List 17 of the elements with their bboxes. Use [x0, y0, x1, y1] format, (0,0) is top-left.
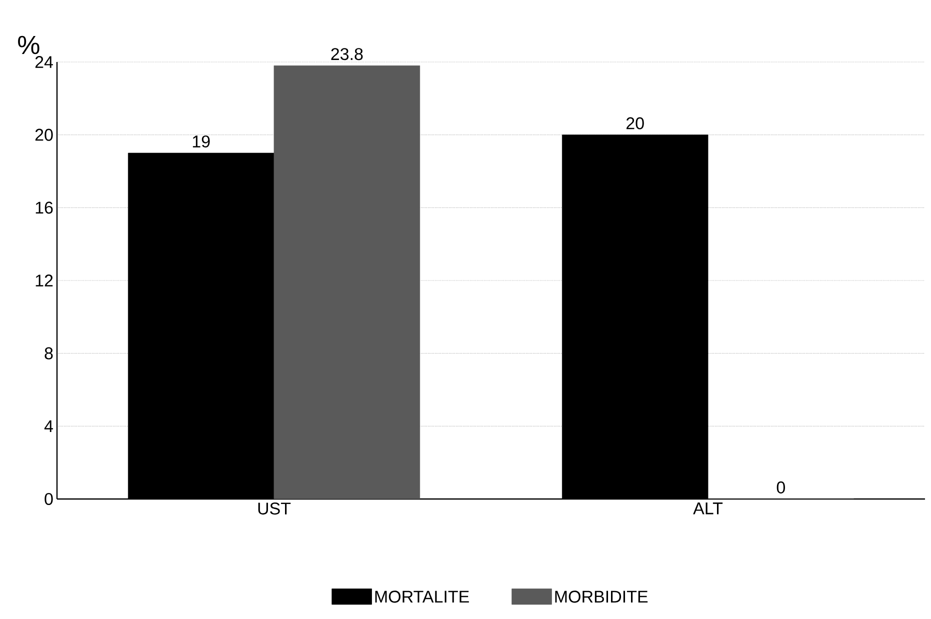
x-tick-label: ALT: [693, 502, 723, 514]
y-tick-label: 24: [35, 56, 53, 68]
data-label: 23.8: [331, 48, 363, 60]
y-tick-label: 12: [36, 274, 53, 286]
data-label: 0: [776, 481, 785, 494]
data-label: 20: [626, 117, 644, 130]
y-tick-label: 16: [36, 202, 53, 214]
bar: [274, 65, 420, 499]
y-tick-label: 4: [44, 420, 53, 432]
y-tick-label: 0: [44, 492, 53, 506]
data-label: 19: [192, 135, 210, 148]
x-tick-label: UST: [258, 502, 291, 515]
legend-label: MORBIDITE: [555, 590, 648, 603]
y-axis-title: %: [18, 36, 40, 54]
y-tick-label: 8: [44, 347, 53, 360]
legend-label: MORTALITE: [375, 590, 469, 603]
y-tick-label: 20: [35, 128, 53, 141]
